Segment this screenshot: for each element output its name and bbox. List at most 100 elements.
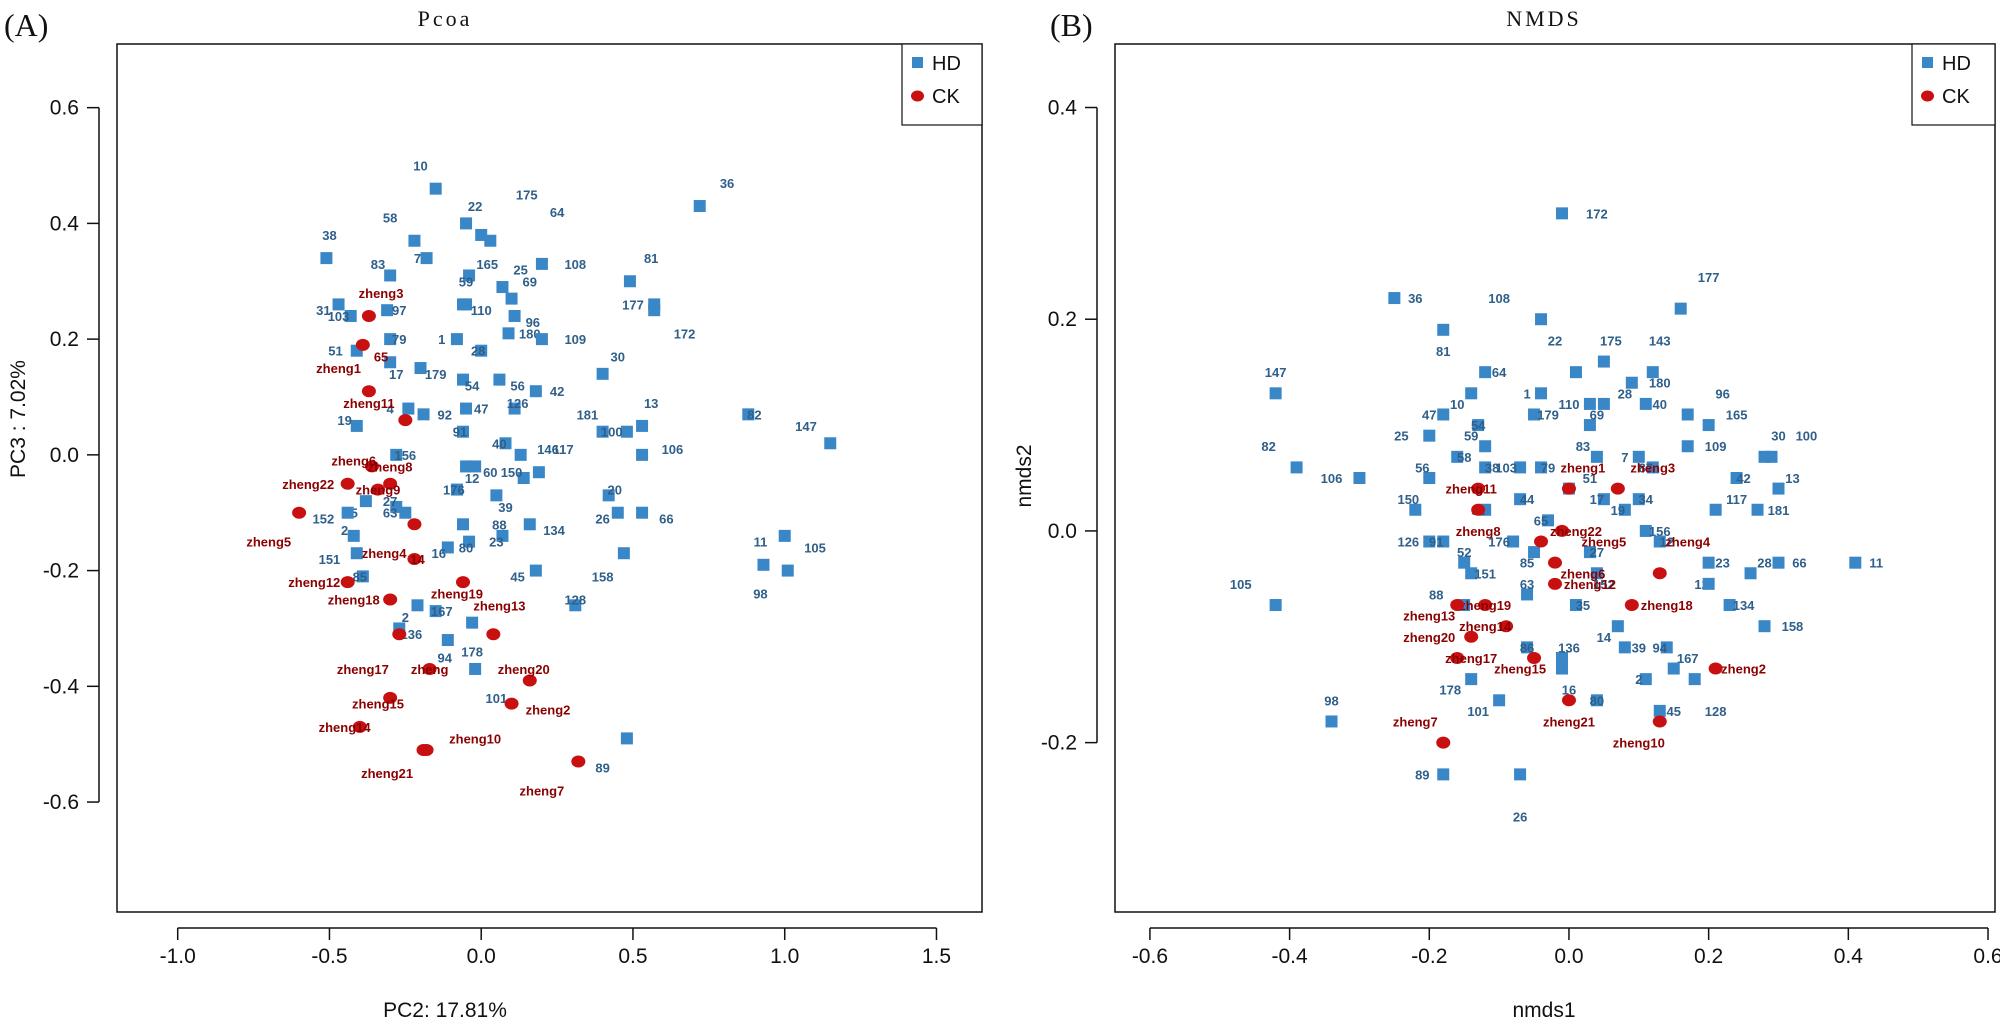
pcoa-hd-point-label: 101 bbox=[486, 691, 508, 706]
nmds-hd-point bbox=[1772, 482, 1785, 495]
pcoa-hd-point bbox=[475, 344, 488, 357]
nmds-plot-frame bbox=[1114, 43, 1996, 913]
nmds-hd-point bbox=[1472, 419, 1485, 432]
nmds-hd-point bbox=[1590, 694, 1603, 707]
nmds-hd-point-label: 165 bbox=[1726, 407, 1748, 422]
nmds-hd-point-label: 109 bbox=[1705, 439, 1727, 454]
pcoa-hd-point-label: 26 bbox=[595, 512, 609, 527]
nmds-ck-point bbox=[1499, 620, 1514, 633]
nmds-ck-point bbox=[1624, 599, 1639, 612]
pcoa-ck-point bbox=[352, 720, 367, 733]
nmds-hd-point bbox=[1269, 599, 1282, 612]
nmds-hd-point bbox=[1437, 323, 1450, 336]
nmds-ck-point-label: zheng1 bbox=[1561, 460, 1606, 475]
nmds-hd-point bbox=[1646, 461, 1659, 474]
pcoa-hd-point-label: 83 bbox=[371, 257, 385, 272]
pcoa-hd-point bbox=[623, 275, 636, 288]
nmds-hd-point bbox=[1437, 535, 1450, 548]
nmds-hd-point bbox=[1597, 397, 1610, 410]
pcoa-hd-point bbox=[332, 298, 345, 311]
pcoa-hd-point bbox=[420, 252, 433, 265]
pcoa-y-tick-label: 0.0 bbox=[50, 444, 79, 467]
pcoa-hd-point-label: 19 bbox=[337, 413, 351, 428]
nmds-hd-point bbox=[1458, 556, 1471, 569]
nmds-ck-point-label: zheng15 bbox=[1494, 662, 1546, 677]
nmds-hd-point-label: 179 bbox=[1537, 407, 1559, 422]
pcoa-hd-point-label: 180 bbox=[519, 326, 541, 341]
nmds-hd-point bbox=[1569, 366, 1582, 379]
nmds-hd-point-label: 108 bbox=[1488, 291, 1510, 306]
nmds-hd-point bbox=[1514, 768, 1527, 781]
pcoa-hd-point bbox=[469, 662, 482, 675]
nmds-y-axis: -0.2 0.0 0.2 0.4 bbox=[1041, 97, 1098, 755]
pcoa-ck-point-label: zheng14 bbox=[319, 720, 372, 735]
nmds-hd-point bbox=[1521, 588, 1534, 601]
nmds-y-axis-label: nmds2 bbox=[1013, 444, 1036, 507]
pcoa-hd-point-label: 27 bbox=[383, 494, 397, 509]
nmds-x-tick-label: 0.4 bbox=[1834, 945, 1864, 968]
nmds-hd-point bbox=[1653, 535, 1666, 548]
pcoa-hd-point bbox=[359, 495, 372, 508]
nmds-ck-point-label: zheng14 bbox=[1459, 619, 1512, 634]
pcoa-ck-point-label: zheng bbox=[411, 662, 449, 677]
nmds-hd-point-label: 128 bbox=[1705, 704, 1727, 719]
nmds-hd-point-label: 2 bbox=[1635, 672, 1642, 687]
nmds-hd-point bbox=[1702, 556, 1715, 569]
nmds-hd-point bbox=[1535, 313, 1548, 326]
pcoa-hd-point-label: 66 bbox=[659, 512, 673, 527]
pcoa-y-tick-label: -0.6 bbox=[43, 791, 79, 814]
nmds-hd-point-label: 83 bbox=[1576, 439, 1590, 454]
nmds-hd-point-label: 117 bbox=[1726, 492, 1747, 507]
pcoa-hd-point-label: 177 bbox=[622, 297, 644, 312]
pcoa-hd-point bbox=[466, 616, 479, 629]
pcoa-ck-point bbox=[383, 691, 398, 704]
pcoa-hd-point-label: 152 bbox=[313, 512, 335, 527]
pcoa-hd-point bbox=[460, 298, 473, 311]
pcoa-hd-point-label: 42 bbox=[550, 384, 564, 399]
nmds-hd-point bbox=[1744, 567, 1757, 580]
pcoa-ck-point bbox=[416, 743, 431, 756]
nmds-ck-point bbox=[1548, 556, 1562, 569]
nmds-hd-point bbox=[1597, 355, 1610, 368]
nmds-hd-point-label: 172 bbox=[1586, 206, 1608, 221]
nmds-title: NMDS bbox=[1506, 6, 1582, 31]
pcoa-ck-point bbox=[292, 506, 307, 519]
pcoa-ck-point bbox=[407, 518, 422, 531]
pcoa-ck-point-label: 65 bbox=[374, 349, 388, 364]
pcoa-ck-point-label: zheng15 bbox=[352, 697, 404, 712]
pcoa-hd-point-label: 85 bbox=[353, 569, 367, 584]
nmds-hd-point-label: 110 bbox=[1558, 397, 1579, 412]
nmds-ck-point-label: zheng17 bbox=[1445, 651, 1497, 666]
pcoa-hd-point bbox=[457, 518, 469, 531]
pcoa-hd-point-label: 47 bbox=[474, 402, 488, 417]
pcoa-hd-point-label: 100 bbox=[601, 425, 623, 440]
pcoa-y-axis-label: PC3 : 7.02% bbox=[7, 360, 30, 478]
pcoa-hd-point-label: 172 bbox=[674, 326, 696, 341]
pcoa-hd-point bbox=[648, 304, 661, 317]
nmds-hd-point bbox=[1535, 461, 1548, 474]
nmds-hd-point-label: 82 bbox=[1261, 439, 1275, 454]
nmds-hd-point bbox=[1465, 673, 1478, 686]
nmds-hd-point bbox=[1590, 567, 1603, 580]
nmds-hd-point-label: 126 bbox=[1397, 535, 1419, 550]
nmds-hd-point bbox=[1583, 546, 1596, 559]
pcoa-hd-point bbox=[517, 472, 530, 484]
nmds-hd-point-label: 94 bbox=[1653, 640, 1668, 655]
pcoa-hd-point-label: 16 bbox=[431, 546, 445, 561]
nmds-ck-point bbox=[1610, 482, 1625, 495]
nmds-hd-point bbox=[1535, 387, 1548, 400]
pcoa-x-tick-label: 1.0 bbox=[770, 945, 799, 968]
pcoa-hd-point-label: 179 bbox=[425, 367, 447, 382]
pcoa-hd-point-label: 89 bbox=[595, 760, 609, 775]
nmds-ck-point-label: zheng10 bbox=[1613, 736, 1665, 751]
nmds-hd-point-label: 147 bbox=[1265, 365, 1287, 380]
pcoa-ck-point-label: 14 bbox=[410, 552, 425, 567]
nmds-y-tick-label: 0.0 bbox=[1048, 520, 1077, 543]
nmds-hd-point-label: 80 bbox=[1590, 693, 1604, 708]
nmds-hd-point-label: 42 bbox=[1736, 471, 1750, 486]
pcoa-ck-point-label: zheng22 bbox=[282, 477, 334, 492]
pcoa-hd-point bbox=[457, 425, 469, 438]
nmds-hd-point-label: 56 bbox=[1415, 460, 1429, 475]
nmds-hd-point bbox=[1681, 408, 1694, 421]
